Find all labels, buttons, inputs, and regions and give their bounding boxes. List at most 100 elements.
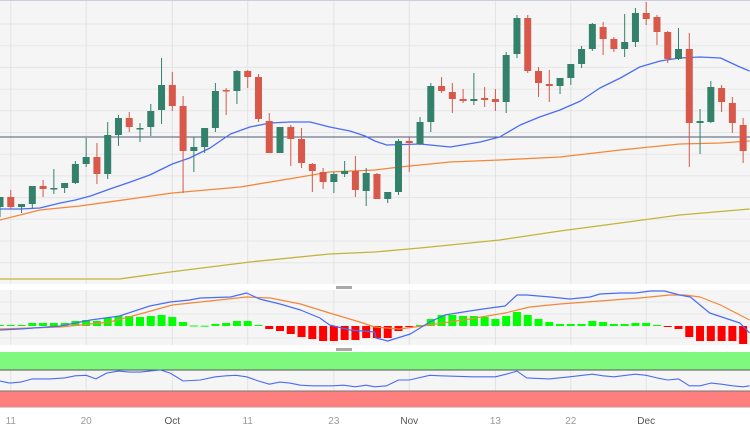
macd-histogram-bar [340,326,349,340]
candle [50,169,58,194]
candle [351,156,359,197]
candle-body [502,55,510,102]
macd-histogram-bar [556,324,565,326]
x-tick-label: 11 [243,416,254,427]
candle-body [61,183,69,188]
candle-body [222,90,230,92]
candle [104,122,112,179]
candle [707,81,715,123]
x-tick-label: Nov [400,416,418,427]
candle-body [28,186,36,204]
macd-histogram-bar [28,323,37,326]
macd-histogram-bar [459,316,468,326]
macd-histogram-bar [652,325,661,326]
candle-body [394,141,402,192]
macd-histogram-bar [599,322,608,326]
candle-body [179,106,187,151]
candle-body [718,88,726,102]
candle [201,128,209,153]
x-tick-label: 20 [81,416,93,427]
candle-body [631,13,639,42]
candle-body [481,98,489,100]
candle-body [373,174,381,199]
macd-histogram-bar [329,326,338,341]
candle-body [276,127,284,153]
candle-body [588,24,596,49]
candle [82,138,90,167]
macd-histogram-bar [351,326,360,340]
candle [61,183,69,193]
candle-body [136,128,144,130]
candle [513,15,521,58]
candle [599,22,607,55]
macd-histogram-bar [82,320,91,326]
macd-histogram-bar [631,323,640,326]
macd-histogram-bar [297,326,306,337]
panel-resize-handle[interactable] [0,345,750,352]
drag-handle-icon [336,286,352,289]
candle-body [308,164,316,171]
candle [416,117,424,145]
candle [631,8,639,47]
panel-resize-handle[interactable] [0,284,750,290]
macd-signal-line [0,294,750,330]
macd-histogram-bar [157,315,166,326]
candle [28,186,36,208]
candle-body [254,77,262,119]
macd-histogram-bar [728,326,737,341]
candle-body [707,87,715,122]
candle-body [653,17,661,32]
candle [7,190,15,209]
candle [588,23,596,51]
macd-histogram-bar [437,315,446,326]
candle [341,161,349,177]
x-tick-label: 13 [490,416,502,427]
candle [0,197,4,217]
macd-histogram-bar [588,321,597,326]
candle [524,15,532,73]
macd-histogram-bar [243,321,252,326]
sma-fast-line [0,56,750,210]
panel-separator [0,345,750,352]
candle [125,112,133,132]
candle-body [459,99,467,101]
candle [298,128,306,168]
candle [685,33,693,167]
candle [244,70,252,88]
candle-body [158,85,166,110]
candle-body [491,99,499,102]
macd-histogram-bar [642,323,651,326]
macd-histogram-bar [502,316,511,326]
macd-histogram-bar [0,325,4,326]
candle-body [535,71,542,83]
candle-body [298,139,306,163]
candle [642,2,650,25]
candle-body [125,118,133,127]
macd-histogram-bar [545,322,554,326]
candle-body [685,49,693,123]
candle [728,97,736,133]
panel-separator [0,284,750,290]
macd-histogram-bar [534,319,543,326]
macd-histogram-bar [383,326,392,338]
candle-body [39,186,47,189]
macd-histogram-bar [114,316,123,326]
macd-histogram-bar [426,319,435,326]
candle [675,28,683,60]
candle-body [739,125,747,151]
candle-body [351,171,359,190]
candle [470,73,478,105]
candle [179,96,187,193]
candle-body [7,197,15,207]
candle-body [341,171,349,174]
candle-body [427,86,435,122]
x-tick-label: 23 [328,416,340,427]
candle-body [0,197,4,207]
candle-body [147,111,155,127]
macd-histogram-bar [448,315,457,326]
rsi-overbought-zone [0,352,750,370]
candle-body [599,27,607,39]
candle [384,192,392,203]
candle-body [93,157,101,174]
macd-histogram-bar [146,316,155,326]
